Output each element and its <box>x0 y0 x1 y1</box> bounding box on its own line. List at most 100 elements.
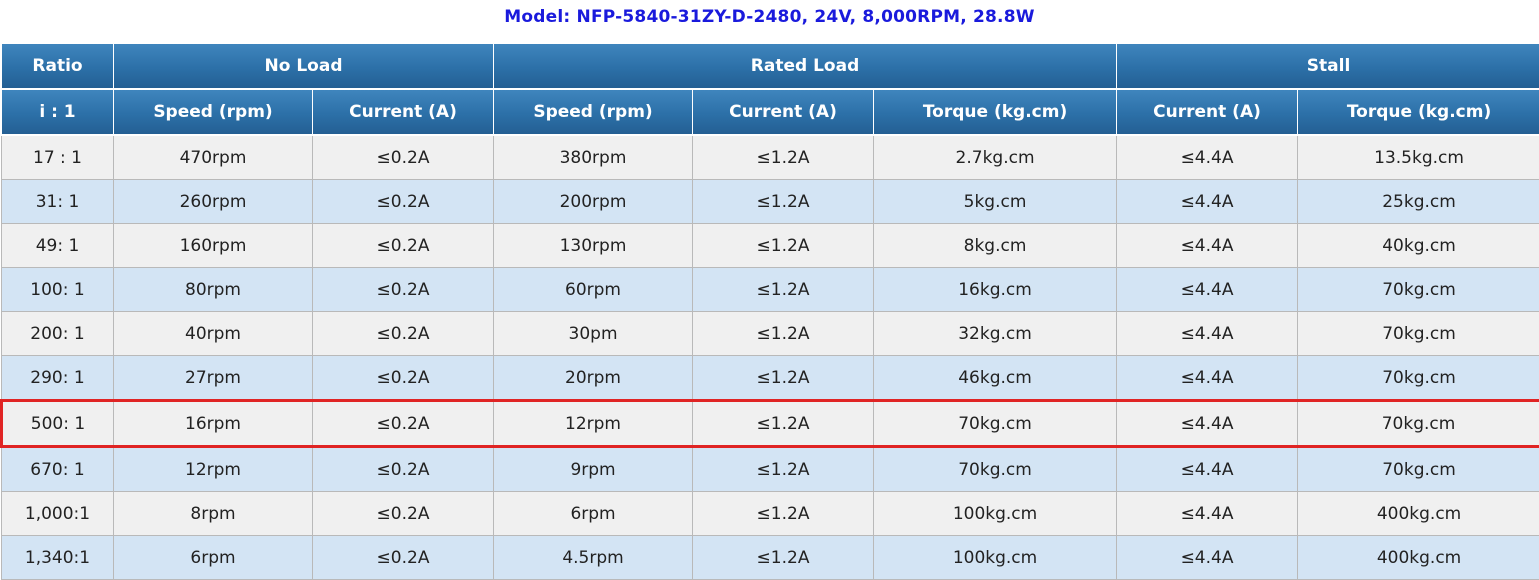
ratio-cell: 1,340:1 <box>1 535 114 580</box>
table-row: 31: 1 260rpm ≤0.2A 200rpm ≤1.2A 5kg.cm ≤4.4A 25… <box>1 179 1539 224</box>
rated-speed-cell: 20rpm <box>493 355 694 401</box>
rated-current-cell: ≤1.2A <box>692 491 875 536</box>
ratio-cell: 670: 1 <box>1 446 114 492</box>
header-ratio-sub: i : 1 <box>1 89 114 136</box>
header-no-load: No Load <box>112 44 495 90</box>
rated-speed-cell: 130rpm <box>493 223 694 268</box>
header-no-load-speed: Speed (rpm) <box>113 89 313 136</box>
rated-speed-cell: 9rpm <box>493 446 694 492</box>
stall-current-cell: ≤4.4A <box>1116 446 1299 492</box>
no-load-speed-cell: 40rpm <box>113 311 313 356</box>
no-load-speed-cell: 80rpm <box>113 267 313 312</box>
rated-current-cell: ≤1.2A <box>692 267 875 312</box>
ratio-cell: 290: 1 <box>1 355 114 401</box>
ratio-cell: 1,000:1 <box>1 491 114 536</box>
no-load-current-cell: ≤0.2A <box>311 491 495 536</box>
rated-speed-cell: 30pm <box>493 311 694 356</box>
table-row: 290: 1 27rpm ≤0.2A 20rpm ≤1.2A 46kg.cm ≤4.4A 70… <box>1 355 1539 401</box>
header-rated-load: Rated Load <box>493 44 1118 90</box>
stall-torque-cell: 25kg.cm <box>1297 179 1539 224</box>
stall-current-cell: ≤4.4A <box>1116 223 1299 268</box>
header-rated-torque: Torque (kg.cm) <box>873 89 1118 136</box>
stall-torque-cell: 70kg.cm <box>1297 355 1539 401</box>
ratio-cell: 200: 1 <box>1 311 114 356</box>
rated-torque-cell: 2.7kg.cm <box>873 134 1118 180</box>
rated-torque-cell: 5kg.cm <box>873 179 1118 224</box>
no-load-current-cell: ≤0.2A <box>311 267 495 312</box>
table-row: 100: 1 80rpm ≤0.2A 60rpm ≤1.2A 16kg.cm ≤4.4A 70… <box>1 267 1539 312</box>
no-load-current-cell: ≤0.2A <box>311 355 495 401</box>
stall-torque-cell: 70kg.cm <box>1297 399 1539 448</box>
stall-torque-cell: 400kg.cm <box>1297 535 1539 580</box>
ratio-cell: 31: 1 <box>1 179 114 224</box>
rated-speed-cell: 380rpm <box>493 134 694 180</box>
rated-current-cell: ≤1.2A <box>692 311 875 356</box>
table-row: 670: 1 12rpm ≤0.2A 9rpm ≤1.2A 70kg.cm ≤4.4A 70k… <box>1 446 1539 492</box>
stall-current-cell: ≤4.4A <box>1116 179 1299 224</box>
header-ratio: Ratio <box>1 44 114 90</box>
no-load-speed-cell: 8rpm <box>113 491 313 536</box>
header-no-load-current: Current (A) <box>311 89 495 136</box>
rated-speed-cell: 12rpm <box>493 399 694 448</box>
header-row-groups: Ratio No Load Rated Load Stall <box>1 44 1539 90</box>
stall-current-cell: ≤4.4A <box>1116 355 1299 401</box>
table-row: 49: 1 160rpm ≤0.2A 130rpm ≤1.2A 8kg.cm ≤4.4A 40… <box>1 223 1539 268</box>
stall-current-cell: ≤4.4A <box>1116 491 1299 536</box>
stall-torque-cell: 13.5kg.cm <box>1297 134 1539 180</box>
header-rated-current: Current (A) <box>692 89 875 136</box>
no-load-current-cell: ≤0.2A <box>311 134 495 180</box>
table-header: Ratio No Load Rated Load Stall i : 1 Spe… <box>1 44 1539 136</box>
stall-torque-cell: 70kg.cm <box>1297 267 1539 312</box>
rated-torque-cell: 70kg.cm <box>873 399 1118 448</box>
no-load-current-cell: ≤0.2A <box>311 179 495 224</box>
no-load-current-cell: ≤0.2A <box>311 223 495 268</box>
header-stall-current: Current (A) <box>1116 89 1299 136</box>
table-row: 1,000:1 8rpm ≤0.2A 6rpm ≤1.2A 100kg.cm ≤4.4A 40… <box>1 491 1539 536</box>
no-load-speed-cell: 27rpm <box>113 355 313 401</box>
rated-speed-cell: 200rpm <box>493 179 694 224</box>
rated-current-cell: ≤1.2A <box>692 134 875 180</box>
rated-current-cell: ≤1.2A <box>692 399 875 448</box>
no-load-speed-cell: 160rpm <box>113 223 313 268</box>
stall-current-cell: ≤4.4A <box>1116 399 1299 448</box>
rated-current-cell: ≤1.2A <box>692 446 875 492</box>
ratio-cell: 500: 1 <box>0 399 114 448</box>
rated-torque-cell: 70kg.cm <box>873 446 1118 492</box>
ratio-cell: 100: 1 <box>1 267 114 312</box>
header-stall: Stall <box>1116 44 1539 90</box>
header-rated-speed: Speed (rpm) <box>493 89 694 136</box>
table-row: 1,340:1 6rpm ≤0.2A 4.5rpm ≤1.2A 100kg.cm ≤4.4A… <box>1 535 1539 580</box>
rated-current-cell: ≤1.2A <box>692 535 875 580</box>
stall-torque-cell: 400kg.cm <box>1297 491 1539 536</box>
stall-current-cell: ≤4.4A <box>1116 134 1299 180</box>
no-load-current-cell: ≤0.2A <box>311 399 495 448</box>
rated-torque-cell: 16kg.cm <box>873 267 1118 312</box>
stall-torque-cell: 70kg.cm <box>1297 446 1539 492</box>
header-stall-torque: Torque (kg.cm) <box>1297 89 1539 136</box>
rated-current-cell: ≤1.2A <box>692 223 875 268</box>
rated-speed-cell: 6rpm <box>493 491 694 536</box>
table-body: 17 : 1 470rpm ≤0.2A 380rpm ≤1.2A 2.7kg.cm ≤4.4… <box>0 134 1539 580</box>
no-load-speed-cell: 6rpm <box>113 535 313 580</box>
ratio-cell: 49: 1 <box>1 223 114 268</box>
rated-speed-cell: 4.5rpm <box>493 535 694 580</box>
rated-speed-cell: 60rpm <box>493 267 694 312</box>
stall-torque-cell: 70kg.cm <box>1297 311 1539 356</box>
stall-current-cell: ≤4.4A <box>1116 267 1299 312</box>
no-load-current-cell: ≤0.2A <box>311 311 495 356</box>
table-row: 200: 1 40rpm ≤0.2A 30pm ≤1.2A 32kg.cm ≤4.4A 70k… <box>1 311 1539 356</box>
rated-torque-cell: 8kg.cm <box>873 223 1118 268</box>
rated-current-cell: ≤1.2A <box>692 179 875 224</box>
ratio-cell: 17 : 1 <box>1 134 114 180</box>
page-title: Model: NFP-5840-31ZY-D-2480, 24V, 8,000R… <box>504 7 1035 27</box>
stall-torque-cell: 40kg.cm <box>1297 223 1539 268</box>
spec-table: Ratio No Load Rated Load Stall i : 1 Spe… <box>0 44 1539 580</box>
rated-torque-cell: 46kg.cm <box>873 355 1118 401</box>
header-row-columns: i : 1 Speed (rpm) Current (A) Speed (rpm… <box>1 89 1539 136</box>
rated-torque-cell: 100kg.cm <box>873 491 1118 536</box>
table-row: 17 : 1 470rpm ≤0.2A 380rpm ≤1.2A 2.7kg.cm ≤4.4… <box>1 134 1539 180</box>
table-row-highlighted: 500: 1 16rpm ≤0.2A 12rpm ≤1.2A 70kg.cm ≤4.4A 70… <box>0 399 1539 448</box>
no-load-speed-cell: 12rpm <box>113 446 313 492</box>
rated-torque-cell: 32kg.cm <box>873 311 1118 356</box>
stall-current-cell: ≤4.4A <box>1116 311 1299 356</box>
